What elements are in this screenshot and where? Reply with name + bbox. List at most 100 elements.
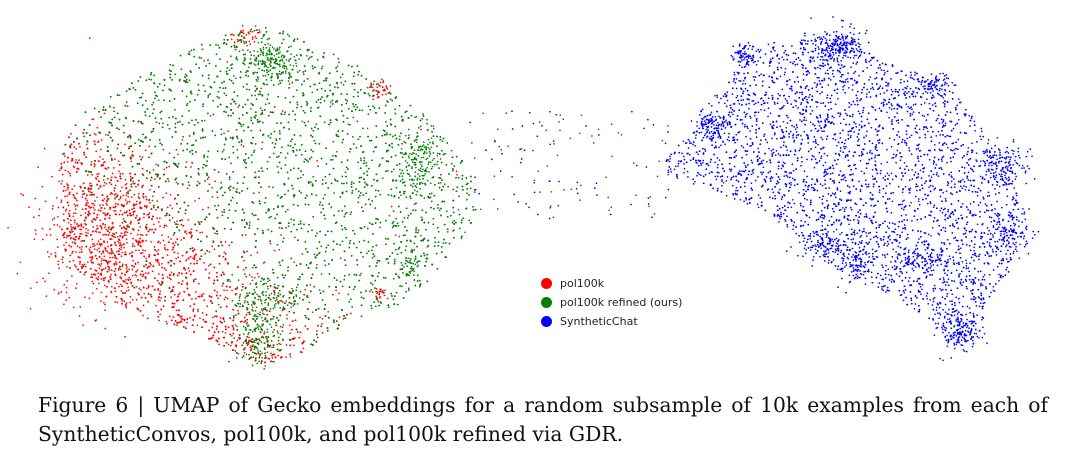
point-pol100k bbox=[216, 275, 218, 278]
point-pol100k bbox=[115, 263, 118, 265]
point-pol100k bbox=[132, 210, 135, 213]
point-pol100k bbox=[106, 213, 108, 216]
point-pol100k bbox=[128, 209, 131, 212]
point-pol100k bbox=[338, 292, 340, 295]
point-pol100k bbox=[264, 361, 266, 364]
point-pol100k bbox=[132, 229, 135, 231]
point-pol100k bbox=[64, 155, 66, 157]
point-pol100k bbox=[102, 268, 105, 271]
point-pol100k bbox=[167, 261, 170, 264]
point-pol100k bbox=[134, 173, 136, 176]
point-pol100k bbox=[58, 180, 60, 183]
point-pol100k bbox=[259, 353, 262, 356]
point-pol100k bbox=[196, 259, 198, 262]
point-pol100k bbox=[106, 241, 109, 243]
point-pol100k bbox=[269, 242, 272, 245]
point-pol100k bbox=[215, 339, 218, 342]
point-pol100k bbox=[93, 165, 96, 168]
point-pol100k bbox=[299, 351, 302, 353]
point-pol100k bbox=[127, 195, 130, 198]
point-pol100k bbox=[124, 199, 127, 201]
point-pol100k bbox=[193, 258, 196, 261]
point-pol100k bbox=[185, 232, 188, 235]
point-pol100k bbox=[142, 195, 144, 198]
point-pol100k bbox=[145, 223, 148, 226]
point-pol100k bbox=[193, 315, 196, 318]
point-pol100k bbox=[143, 255, 146, 258]
point-pol100k bbox=[118, 241, 120, 244]
point-pol100k bbox=[317, 252, 320, 255]
point-pol100k bbox=[131, 254, 133, 257]
point-pol100k bbox=[163, 267, 166, 270]
point-pol100k bbox=[180, 320, 183, 323]
point-pol100k bbox=[89, 194, 91, 196]
point-pol100k bbox=[63, 233, 65, 235]
point-pol100k bbox=[232, 326, 235, 329]
point-pol100k bbox=[45, 295, 48, 297]
point-pol100k bbox=[138, 241, 141, 243]
point-pol100k bbox=[102, 179, 105, 181]
point-pol100k bbox=[225, 341, 228, 344]
point-pol100k bbox=[91, 118, 94, 121]
point-pol100k bbox=[137, 229, 140, 232]
point-pol100k bbox=[152, 169, 155, 171]
point-pol100k bbox=[373, 89, 375, 91]
point-pol100k bbox=[153, 178, 156, 180]
point-pol100k bbox=[235, 292, 238, 295]
point-pol100k bbox=[215, 328, 218, 330]
point-pol100k bbox=[78, 251, 81, 254]
point-pol100k bbox=[242, 29, 245, 32]
point-pol100k bbox=[129, 172, 131, 175]
point-pol100k bbox=[197, 282, 200, 285]
point-pol100k bbox=[67, 217, 69, 220]
point-pol100k bbox=[100, 226, 103, 229]
point-pol100k bbox=[152, 206, 155, 209]
point-pol100k bbox=[89, 212, 91, 215]
point-pol100k bbox=[381, 86, 384, 88]
point-pol100k bbox=[259, 129, 262, 132]
point-pol100k bbox=[277, 354, 279, 357]
point-pol100k bbox=[270, 360, 272, 363]
point-pol100k bbox=[100, 278, 103, 280]
point-pol100k bbox=[193, 262, 196, 265]
point-pol100k bbox=[141, 270, 144, 273]
point-pol100k bbox=[129, 252, 131, 255]
point-pol100k bbox=[82, 324, 84, 327]
point-pol100k bbox=[372, 83, 375, 86]
point-pol100k bbox=[266, 337, 268, 340]
point-pol100k bbox=[84, 204, 87, 207]
point-pol100k bbox=[110, 247, 113, 250]
point-pol100k bbox=[419, 234, 422, 237]
point-pol100k bbox=[165, 269, 167, 271]
point-pol100k bbox=[151, 228, 153, 231]
point-pol100k bbox=[122, 218, 125, 220]
point-pol100k bbox=[95, 133, 97, 136]
point-pol100k bbox=[66, 279, 69, 282]
point-pol100k bbox=[76, 192, 78, 195]
point-pol100k bbox=[115, 244, 117, 247]
point-pol100k bbox=[82, 226, 85, 229]
point-pol100k bbox=[139, 237, 141, 240]
point-pol100k bbox=[125, 238, 128, 241]
scatter-canvas bbox=[7, 16, 1040, 370]
point-pol100k bbox=[120, 177, 122, 180]
point-pol100k bbox=[50, 253, 53, 255]
point-pol100k bbox=[98, 172, 100, 175]
point-pol100k bbox=[103, 112, 106, 115]
point-pol100k bbox=[7, 226, 9, 229]
point-pol100k bbox=[217, 331, 220, 333]
point-pol100k bbox=[179, 207, 182, 210]
point-pol100k bbox=[111, 256, 114, 259]
point-pol100k bbox=[152, 215, 154, 218]
point-pol100k bbox=[176, 274, 179, 277]
point-pol100k bbox=[74, 208, 77, 211]
point-pol100k bbox=[100, 272, 102, 275]
point-pol100k bbox=[16, 272, 19, 275]
point-pol100k bbox=[188, 270, 191, 272]
point-pol100k bbox=[80, 233, 83, 235]
point-pol100k bbox=[120, 298, 123, 301]
point-pol100k bbox=[156, 200, 159, 202]
point-pol100k bbox=[168, 241, 171, 244]
point-pol100k bbox=[56, 224, 59, 226]
point-pol100k bbox=[122, 235, 124, 238]
